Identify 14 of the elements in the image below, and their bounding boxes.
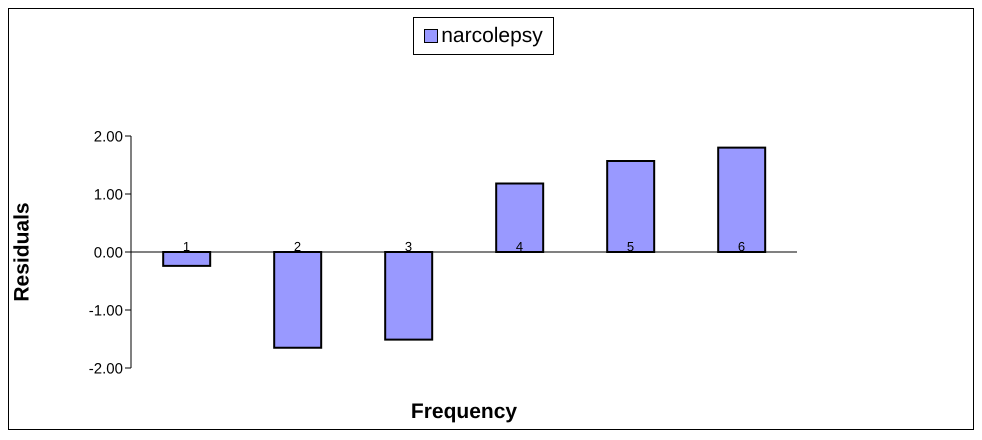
y-tick-label: -2.00 [88,360,123,378]
y-tick-label: 1.00 [94,186,123,204]
x-tick-label: 3 [404,239,412,254]
x-tick-label: 6 [738,239,746,254]
x-tick-label: 4 [516,239,524,254]
legend-label: narcolepsy [440,24,543,48]
x-axis-title: Frequency [410,400,518,423]
x-tick-label: 5 [626,239,634,254]
y-axis-title: Residuals [10,202,34,302]
x-tick-label: 1 [182,239,190,254]
y-tick-label: 0.00 [94,244,123,262]
x-tick-label: 2 [294,239,302,254]
y-tick-label: -1.00 [88,302,123,320]
y-tick-label: 2.00 [94,128,123,146]
